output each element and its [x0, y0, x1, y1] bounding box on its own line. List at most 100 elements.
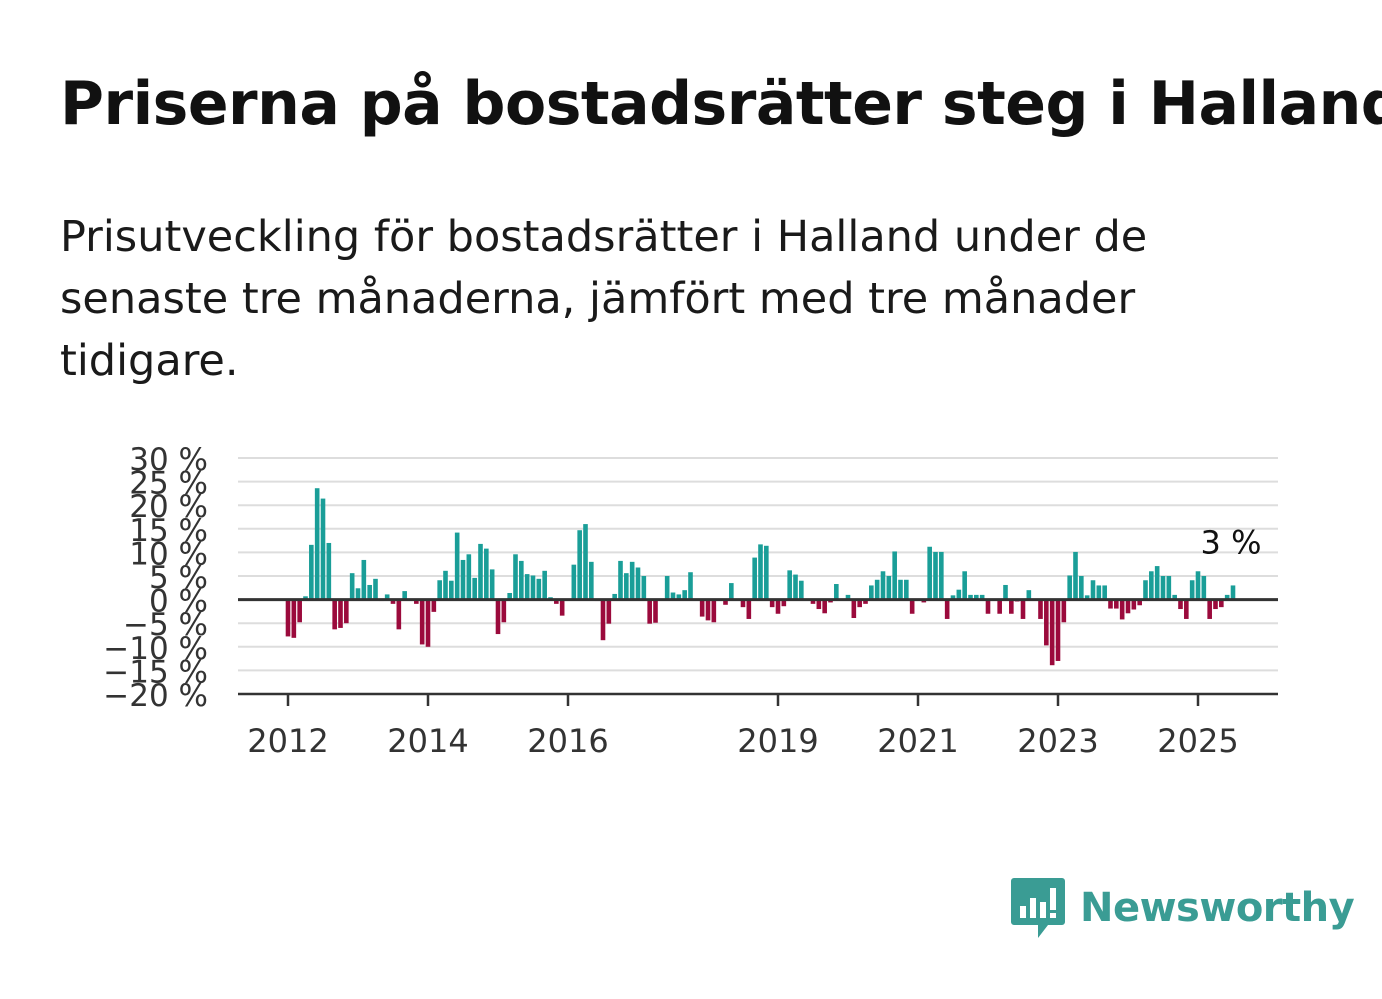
- bar: [769, 599, 775, 608]
- bar: [606, 599, 612, 624]
- bar: [367, 584, 372, 600]
- newsworthy-chart-bubble-icon: [1011, 878, 1065, 938]
- y-tick-label: 30 %: [129, 442, 208, 478]
- bar: [338, 599, 343, 628]
- bar: [349, 573, 355, 600]
- bar: [822, 599, 827, 614]
- bar: [933, 551, 938, 600]
- y-tick-label: 0 %: [149, 584, 208, 620]
- bar: [390, 599, 396, 604]
- bar: [892, 551, 897, 600]
- bar: [489, 569, 495, 600]
- bar: [320, 498, 326, 600]
- bar: [431, 599, 437, 612]
- bar: [886, 576, 892, 600]
- y-tick-label: 20 %: [129, 489, 208, 525]
- bar: [810, 599, 816, 604]
- bar: [799, 580, 804, 600]
- bar: [676, 594, 682, 600]
- bar: [950, 595, 956, 600]
- bar: [600, 599, 606, 641]
- bar: [1160, 576, 1166, 600]
- bar: [629, 561, 635, 600]
- bar: [384, 594, 390, 600]
- y-tick-label: −10 %: [103, 631, 208, 667]
- bar: [484, 548, 489, 600]
- x-tick-label: 2025: [1157, 722, 1238, 760]
- bar: [641, 576, 647, 600]
- bar: [314, 488, 320, 600]
- chart-title: Priserna på bostadsrätter steg i Halland: [60, 69, 1382, 139]
- bar: [454, 532, 460, 600]
- bar: [542, 570, 547, 600]
- bar: [1055, 599, 1061, 661]
- x-tick-label: 2016: [527, 722, 608, 760]
- bar: [577, 530, 582, 600]
- chart-grid: [238, 457, 1278, 672]
- bar: [1108, 599, 1113, 609]
- bar: [904, 579, 909, 600]
- x-tick-label: 2012: [247, 722, 328, 760]
- bar: [1073, 551, 1078, 600]
- bar: [419, 599, 425, 645]
- bar: [571, 564, 577, 600]
- bar: [1230, 585, 1236, 600]
- bar: [653, 599, 658, 623]
- bar: [1009, 599, 1014, 614]
- chart-bars: [285, 488, 1236, 666]
- chart-subtitle: Prisutveckling för bostadsrätter i Halla…: [60, 212, 1148, 386]
- bar: [589, 561, 594, 600]
- bar: [1154, 566, 1160, 600]
- bar: [1061, 599, 1067, 623]
- x-tick-label: 2021: [877, 722, 958, 760]
- bar: [466, 554, 472, 600]
- bar: [845, 594, 851, 600]
- bar: [373, 578, 378, 600]
- y-tick-label: −15 %: [103, 654, 208, 690]
- bar: [478, 543, 483, 600]
- bar: [851, 599, 857, 619]
- bar: [501, 599, 507, 623]
- bar: [939, 551, 944, 600]
- bar: [1207, 599, 1212, 619]
- bar: [291, 599, 297, 638]
- bar: [1143, 580, 1148, 600]
- x-axis-labels: 2012 2014 2016 2019 2021 2023 2025: [247, 722, 1238, 760]
- bar: [1084, 595, 1090, 600]
- y-tick-label: 15 %: [129, 513, 208, 549]
- bar: [670, 592, 676, 600]
- bar: [355, 588, 361, 600]
- bar: [309, 544, 314, 600]
- bar: [1219, 599, 1224, 608]
- bar: [332, 599, 337, 630]
- bar: [1213, 599, 1218, 610]
- bar: [834, 584, 839, 600]
- bar: [1172, 594, 1177, 600]
- bar: [705, 599, 711, 621]
- newsworthy-logo: Newsworthy: [1010, 876, 1355, 940]
- bar: [956, 589, 962, 600]
- bar: [425, 599, 431, 647]
- bar: [758, 544, 763, 600]
- bar: [863, 599, 868, 604]
- bar: [1137, 599, 1142, 606]
- bar: [729, 583, 734, 600]
- bar: [1131, 599, 1137, 610]
- bar: [583, 524, 588, 600]
- y-tick-label: 25 %: [129, 466, 208, 502]
- bar: [752, 557, 757, 600]
- bar: [1096, 585, 1102, 600]
- bar: [647, 599, 652, 624]
- bar: [1114, 599, 1119, 609]
- bar: [974, 594, 979, 600]
- bar: [1125, 599, 1131, 614]
- bar: [699, 599, 705, 617]
- bar: [927, 546, 932, 600]
- bar: [746, 599, 752, 619]
- bar: [874, 579, 880, 600]
- x-tick-label: 2019: [737, 722, 818, 760]
- bar: [513, 554, 518, 600]
- bar: [536, 578, 542, 600]
- bar: [1119, 599, 1125, 620]
- bar: [944, 599, 950, 619]
